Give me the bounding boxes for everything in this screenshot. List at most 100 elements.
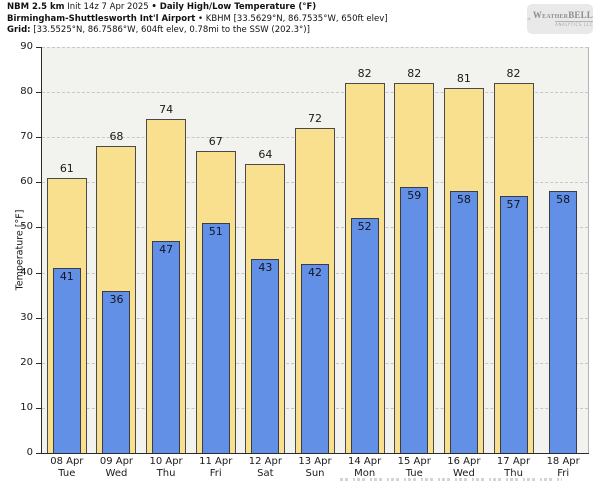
low-value-label: 42 [308, 265, 322, 279]
x-tick-date: 08 Apr [50, 456, 84, 467]
x-tick-weekday: Sat [257, 467, 274, 479]
y-axis-spine [41, 47, 42, 454]
low-bar: 52 [350, 218, 379, 453]
low-bar: 42 [301, 263, 329, 453]
x-tick-label: 09 Apr Wed [92, 456, 142, 479]
y-tick-label: 0 [26, 447, 33, 458]
x-tick-weekday: Fri [209, 467, 222, 479]
x-tick-date: 14 Apr [348, 456, 382, 467]
footer-fine-print [340, 478, 562, 481]
x-tick-label: 15 Apr Tue [389, 456, 439, 479]
x-tick-weekday: Tue [58, 467, 76, 479]
title-line-3: Grid: [33.5525°N, 86.7586°W, 604ft elev,… [7, 25, 388, 37]
x-tick-date: 18 Apr [546, 456, 580, 467]
low-value-label: 58 [556, 193, 571, 207]
high-value-label: 82 [407, 67, 422, 81]
low-value-label: 52 [357, 220, 372, 234]
y-tick-label: 50 [20, 221, 33, 233]
low-value-label: 57 [506, 197, 521, 211]
x-tick-weekday: Thu [156, 467, 176, 479]
low-bar: 58 [549, 191, 578, 453]
x-tick-date: 11 Apr [199, 456, 233, 467]
title-line-1: NBM 2.5 km Init 14z 7 Apr 2025 • Daily H… [7, 2, 388, 14]
low-bar: 47 [152, 240, 181, 453]
low-value-label: 47 [159, 242, 174, 256]
x-tick-label: 18 Apr Fri [538, 456, 588, 479]
y-tick-mark [36, 453, 41, 454]
x-tick-date: 10 Apr [149, 456, 183, 467]
x-tick-date: 15 Apr [397, 456, 431, 467]
grid-info: [33.5525°N, 86.7586°W, 604ft elev, 0.78m… [33, 25, 310, 36]
low-value-label: 58 [456, 193, 471, 207]
high-value-label: 68 [109, 130, 124, 144]
y-tick-mark [36, 317, 41, 319]
y-tick-mark [36, 182, 41, 184]
y-tick-mark [36, 362, 41, 364]
x-tick-weekday: Wed [105, 467, 128, 479]
weatherbell-logo: WeatherBELL ANALYTICS LLC [527, 4, 593, 34]
x-tick-weekday: Fri [557, 467, 570, 479]
y-tick-label: 70 [20, 131, 33, 143]
y-tick-label: 90 [20, 41, 33, 52]
product-name: • Daily High/Low Temperature (°F) [151, 2, 317, 12]
low-value-label: 51 [208, 224, 223, 238]
x-tick-weekday: Tue [405, 467, 423, 479]
x-tick-date: 17 Apr [496, 456, 531, 467]
x-tick-date: 12 Apr [248, 456, 282, 467]
low-bar: 57 [499, 195, 528, 453]
low-bar: 36 [102, 290, 131, 453]
x-tick-label: 16 Apr Wed [439, 456, 489, 479]
station-name: Birmingham-Shuttlesworth Int'l Airport [7, 13, 196, 24]
high-value-label: 72 [307, 112, 322, 126]
high-value-label: 64 [258, 148, 273, 162]
x-tick-date: 13 Apr [298, 456, 332, 467]
high-value-label: 67 [208, 134, 223, 148]
y-tick-label: 40 [20, 266, 33, 278]
x-tick-label: 08 Apr Tue [42, 456, 92, 479]
x-tick-label: 11 Apr Fri [191, 456, 241, 479]
x-tick-date: 16 Apr [447, 456, 481, 467]
low-bar: 59 [400, 186, 429, 453]
y-tick-label: 80 [20, 86, 33, 98]
low-bar: 51 [201, 222, 230, 453]
logo-wordmark: WeatherBELL [532, 10, 593, 20]
gridline [42, 47, 588, 48]
x-tick-label: 13 Apr Sun [290, 456, 340, 479]
title-line-2: Birmingham-Shuttlesworth Int'l Airport •… [7, 14, 388, 26]
y-tick-mark [36, 407, 41, 409]
init-time: Init 14z 7 Apr 2025 [67, 2, 149, 12]
high-value-label: 81 [456, 71, 471, 85]
low-value-label: 41 [59, 270, 74, 284]
x-axis-spine [41, 453, 589, 454]
y-tick-mark [36, 92, 41, 94]
grid-label: Grid: [7, 25, 31, 36]
model-name: NBM 2.5 km [7, 2, 65, 12]
low-bar: 41 [52, 268, 81, 453]
y-tick-label: 60 [20, 176, 33, 188]
low-value-label: 36 [109, 292, 124, 306]
logo-text: WeatherBELL ANALYTICS LLC [533, 11, 593, 27]
plot-area: 61 41 68 36 74 47 67 51 64 43 72 42 82 52 82 59 81 58 82 57… [42, 47, 588, 453]
y-tick-mark [36, 227, 41, 229]
x-tick-weekday: Mon [354, 467, 376, 479]
right-spine [588, 47, 589, 453]
low-bar: 58 [449, 191, 478, 453]
x-tick-weekday: Sun [305, 467, 325, 479]
x-tick-label: 12 Apr Sat [241, 456, 291, 479]
y-tick-label: 30 [20, 311, 33, 323]
x-tick-label: 14 Apr Mon [340, 456, 390, 479]
high-value-label: 82 [357, 67, 372, 81]
gridline [42, 92, 588, 94]
swirl-icon [527, 17, 531, 21]
logo-subtext: ANALYTICS LLC [555, 21, 593, 27]
high-value-label: 61 [59, 161, 74, 175]
y-tick-mark [36, 272, 41, 274]
chart-header: NBM 2.5 km Init 14z 7 Apr 2025 • Daily H… [7, 2, 388, 37]
x-tick-label: 17 Apr Thu [489, 456, 539, 479]
x-tick-date: 09 Apr [99, 456, 134, 467]
high-value-label: 82 [506, 67, 521, 81]
x-tick-weekday: Thu [504, 467, 523, 479]
low-value-label: 59 [407, 188, 422, 202]
y-tick-label: 10 [20, 401, 33, 413]
